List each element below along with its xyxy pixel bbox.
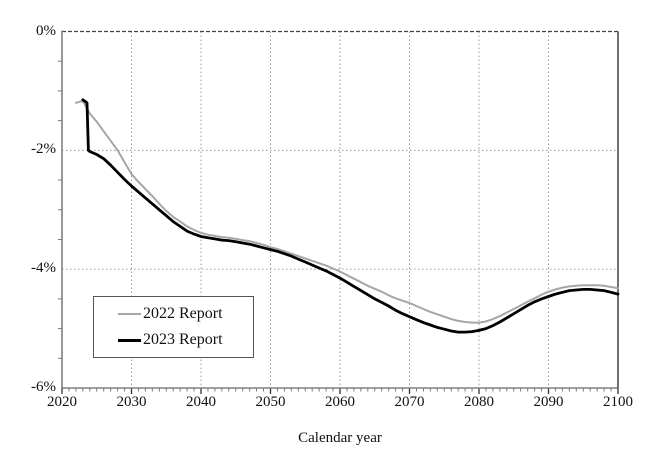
legend-label: 2022 Report (143, 305, 223, 322)
legend-line-swatch-gray (118, 313, 141, 315)
series-line-2022-report (74, 100, 619, 324)
series-line-2023-report (81, 98, 620, 334)
x-tick-label: 2030 (116, 394, 147, 410)
legend-entry-2022: 2022 Report (118, 305, 253, 323)
x-tick-label: 2080 (464, 394, 494, 410)
legend-line-swatch-black (118, 338, 141, 342)
x-tick-label: 2060 (325, 394, 355, 410)
y-tick-label: -6% (31, 379, 56, 395)
x-tick-label: 2040 (186, 394, 216, 410)
y-tick-label: -2% (31, 141, 56, 158)
y-tick-label: 0% (36, 22, 56, 39)
legend-entry-2023: 2023 Report (118, 331, 253, 349)
x-axis-title: Calendar year (298, 430, 382, 446)
x-tick-label: 2090 (533, 394, 564, 410)
x-tick-label: 2050 (255, 394, 286, 410)
x-tick-label: 2070 (394, 394, 425, 410)
legend-box: 2022 Report 2023 Report (93, 296, 254, 358)
x-tick-label: 2020 (47, 394, 77, 410)
x-tick-label: 2100 (603, 394, 633, 410)
legend-label: 2023 Report (143, 331, 223, 348)
y-tick-label: -4% (31, 260, 56, 277)
